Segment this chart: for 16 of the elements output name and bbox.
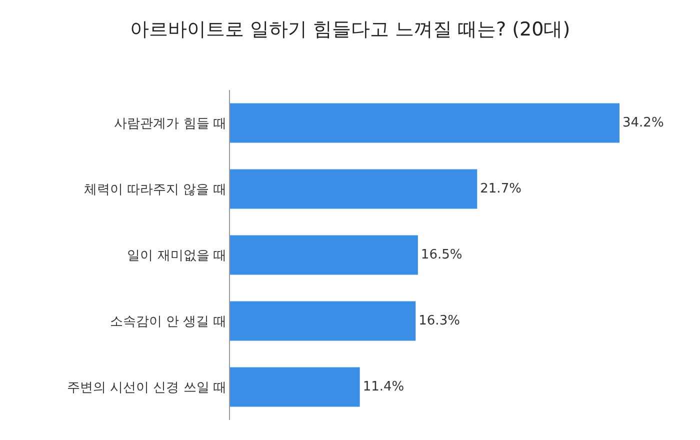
y-tick-label: 주변의 시선이 신경 쓰일 때: [66, 380, 226, 396]
bar: [230, 367, 360, 407]
data-label: 21.7%: [480, 182, 522, 196]
data-label: 16.5%: [420, 248, 462, 262]
y-tick-label: 체력이 따라주지 않을 때: [84, 182, 226, 198]
chart-title: 아르바이트로 일하기 힘들다고 느껴질 때는? (20대): [130, 18, 570, 40]
y-tick-label: 소속감이 안 생길 때: [110, 314, 226, 330]
bar: [230, 235, 418, 275]
y-tick-label: 일이 재미없을 때: [127, 248, 226, 264]
bar: [230, 103, 620, 143]
bar: [230, 301, 416, 341]
data-label: 16.3%: [418, 314, 460, 328]
y-tick-label: 사람관계가 힘들 때: [114, 116, 226, 132]
data-label: 11.4%: [362, 380, 404, 394]
bar: [230, 169, 478, 209]
data-label: 34.2%: [622, 116, 664, 130]
